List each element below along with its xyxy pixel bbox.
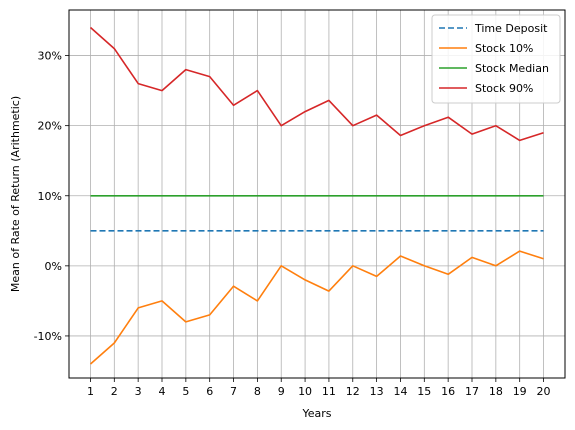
x-tick-label: 19 — [513, 385, 527, 398]
y-tick-label: 20% — [38, 120, 62, 133]
x-tick-label: 17 — [465, 385, 479, 398]
x-tick-label: 10 — [298, 385, 312, 398]
x-tick-label: 12 — [346, 385, 360, 398]
y-axis: -10% 0% 10% 20% 30% — [34, 50, 69, 343]
x-tick-label: 9 — [278, 385, 285, 398]
y-axis-label: Mean of Rate of Return (Arithmetic) — [9, 96, 22, 292]
x-tick-label: 8 — [254, 385, 261, 398]
x-axis-label: Years — [301, 407, 331, 420]
legend: Time Deposit Stock 10% Stock Median Stock 9… — [431, 14, 561, 104]
x-axis: 1 2 3 4 5 6 7 8 9 10 11 12 13 14 15 16 17 18 19 20 — [87, 378, 551, 398]
plot-frame — [68, 9, 566, 379]
x-tick-label: 2 — [111, 385, 118, 398]
legend-label: Stock 90% — [475, 82, 533, 95]
y-tick-label: 0% — [45, 260, 62, 273]
legend-box — [431, 14, 561, 104]
x-tick-label: 7 — [230, 385, 237, 398]
x-tick-label: 16 — [441, 385, 455, 398]
legend-label: Time Deposit — [474, 22, 548, 35]
y-tick-label: -10% — [34, 330, 62, 343]
x-tick-label: 5 — [182, 385, 189, 398]
y-tick-label: 30% — [38, 50, 62, 63]
legend-label: Stock Median — [475, 62, 549, 75]
series-line-stock-90 — [89, 26, 544, 142]
x-tick-label: 20 — [537, 385, 551, 398]
x-tick-label: 3 — [135, 385, 142, 398]
legend-label: Stock 10% — [475, 42, 533, 55]
x-tick-label: 4 — [159, 385, 166, 398]
y-tick-label: 10% — [38, 190, 62, 203]
x-tick-label: 11 — [322, 385, 336, 398]
x-tick-label: 1 — [87, 385, 94, 398]
x-tick-label: 6 — [206, 385, 213, 398]
series-line-stock-10 — [89, 250, 544, 365]
x-tick-label: 15 — [417, 385, 431, 398]
series-lines — [89, 26, 544, 365]
x-tick-label: 18 — [489, 385, 503, 398]
x-tick-label: 13 — [370, 385, 384, 398]
x-tick-label: 14 — [393, 385, 407, 398]
